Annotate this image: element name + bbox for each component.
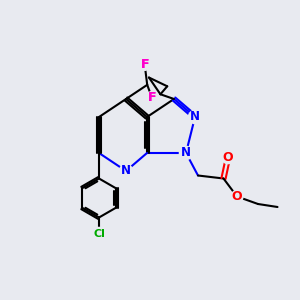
- Text: N: N: [190, 110, 200, 124]
- Circle shape: [188, 110, 202, 124]
- Text: F: F: [148, 91, 156, 103]
- Text: Cl: Cl: [93, 229, 105, 239]
- Circle shape: [92, 227, 106, 241]
- Circle shape: [222, 152, 234, 164]
- Circle shape: [146, 92, 157, 102]
- Text: F: F: [140, 58, 149, 71]
- Text: F: F: [148, 91, 156, 103]
- Circle shape: [222, 152, 234, 164]
- Circle shape: [119, 164, 133, 178]
- Circle shape: [231, 190, 243, 202]
- Circle shape: [139, 59, 150, 70]
- Text: O: O: [232, 190, 242, 203]
- Text: N: N: [121, 164, 131, 178]
- Text: F: F: [140, 58, 149, 71]
- Circle shape: [179, 146, 193, 160]
- Text: O: O: [223, 151, 233, 164]
- Text: N: N: [181, 146, 191, 160]
